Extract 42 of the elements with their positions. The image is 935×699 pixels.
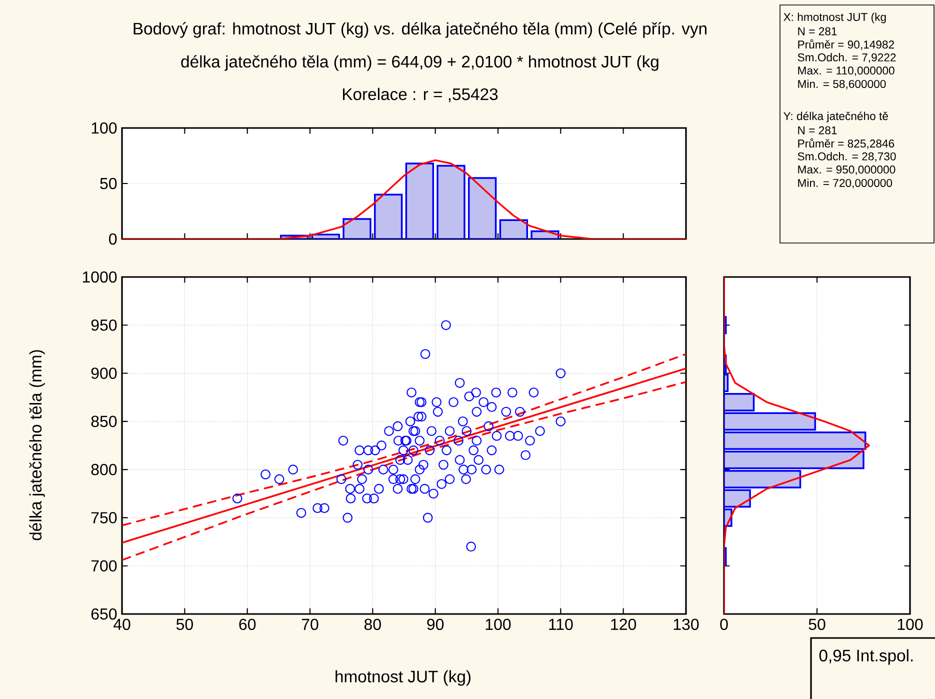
text: N = 281 [798, 126, 837, 134]
y-tick-label: 750 [91, 512, 117, 524]
x-tick-label: 70 [302, 618, 318, 630]
text: Y: délka jatečného tě [784, 112, 888, 122]
x-tick-label: 0 [720, 618, 728, 630]
text: Průměr = 825,2846 [798, 138, 894, 149]
y-tick-label: 950 [91, 319, 117, 331]
text: N = 281 [798, 27, 837, 36]
y-tick-label: 100 [92, 122, 117, 134]
y-tick-label: 50 [100, 178, 117, 190]
x-tick-label: 110 [549, 618, 573, 630]
x-tick-label: 100 [486, 618, 511, 630]
y-tick-label: 850 [91, 416, 117, 428]
x-tick-label: 100 [898, 618, 923, 630]
text: 0,95 Int.spol. [819, 649, 913, 665]
x-tick-label: 60 [239, 618, 256, 630]
text: Sm.Odch. = 7,9222 [798, 53, 896, 63]
text: Průměr = 90,14982 [798, 39, 894, 50]
x-tick-label: 120 [611, 618, 636, 630]
y-tick-label: 900 [91, 368, 117, 379]
chart-subtitle: délka jatečného těla (mm) = 644,09 + 2,0100 * hmotnost JUT (kg [181, 55, 658, 71]
text: Korelace : r = ,55423 [343, 88, 498, 102]
text: Min. = 720,000000 [798, 178, 892, 188]
text: Max. = 950,000000 [798, 166, 896, 175]
x-tick-label: 40 [113, 618, 130, 630]
x-tick-label: 50 [176, 618, 193, 630]
text: Min. = 58,600000 [798, 80, 886, 90]
y-tick-label: 700 [91, 560, 117, 572]
text: Max. = 110,000000 [798, 66, 894, 76]
x-tick-label: 90 [427, 618, 444, 630]
y-tick-label: 1000 [82, 271, 117, 283]
x-tick-label: 130 [674, 618, 699, 630]
text: Sm.Odch. = 28,730 [798, 152, 896, 162]
y-tick-label: 800 [91, 464, 117, 476]
x-tick-label: 50 [808, 618, 826, 630]
y-tick-label: 0 [109, 233, 117, 245]
y-tick-label: 650 [91, 608, 117, 620]
chart-title: Bodový graf: hmotnost JUT (kg) vs. délka jatečného těla (mm) (Celé příp. vyn [134, 22, 706, 38]
x-axis-title: hmotnost JUT (kg) [336, 670, 470, 686]
text: X: hmotnost JUT (kg [784, 12, 886, 24]
y-axis-title: délka jatečného těla (mm) [29, 350, 45, 540]
x-tick-label: 80 [364, 618, 381, 630]
